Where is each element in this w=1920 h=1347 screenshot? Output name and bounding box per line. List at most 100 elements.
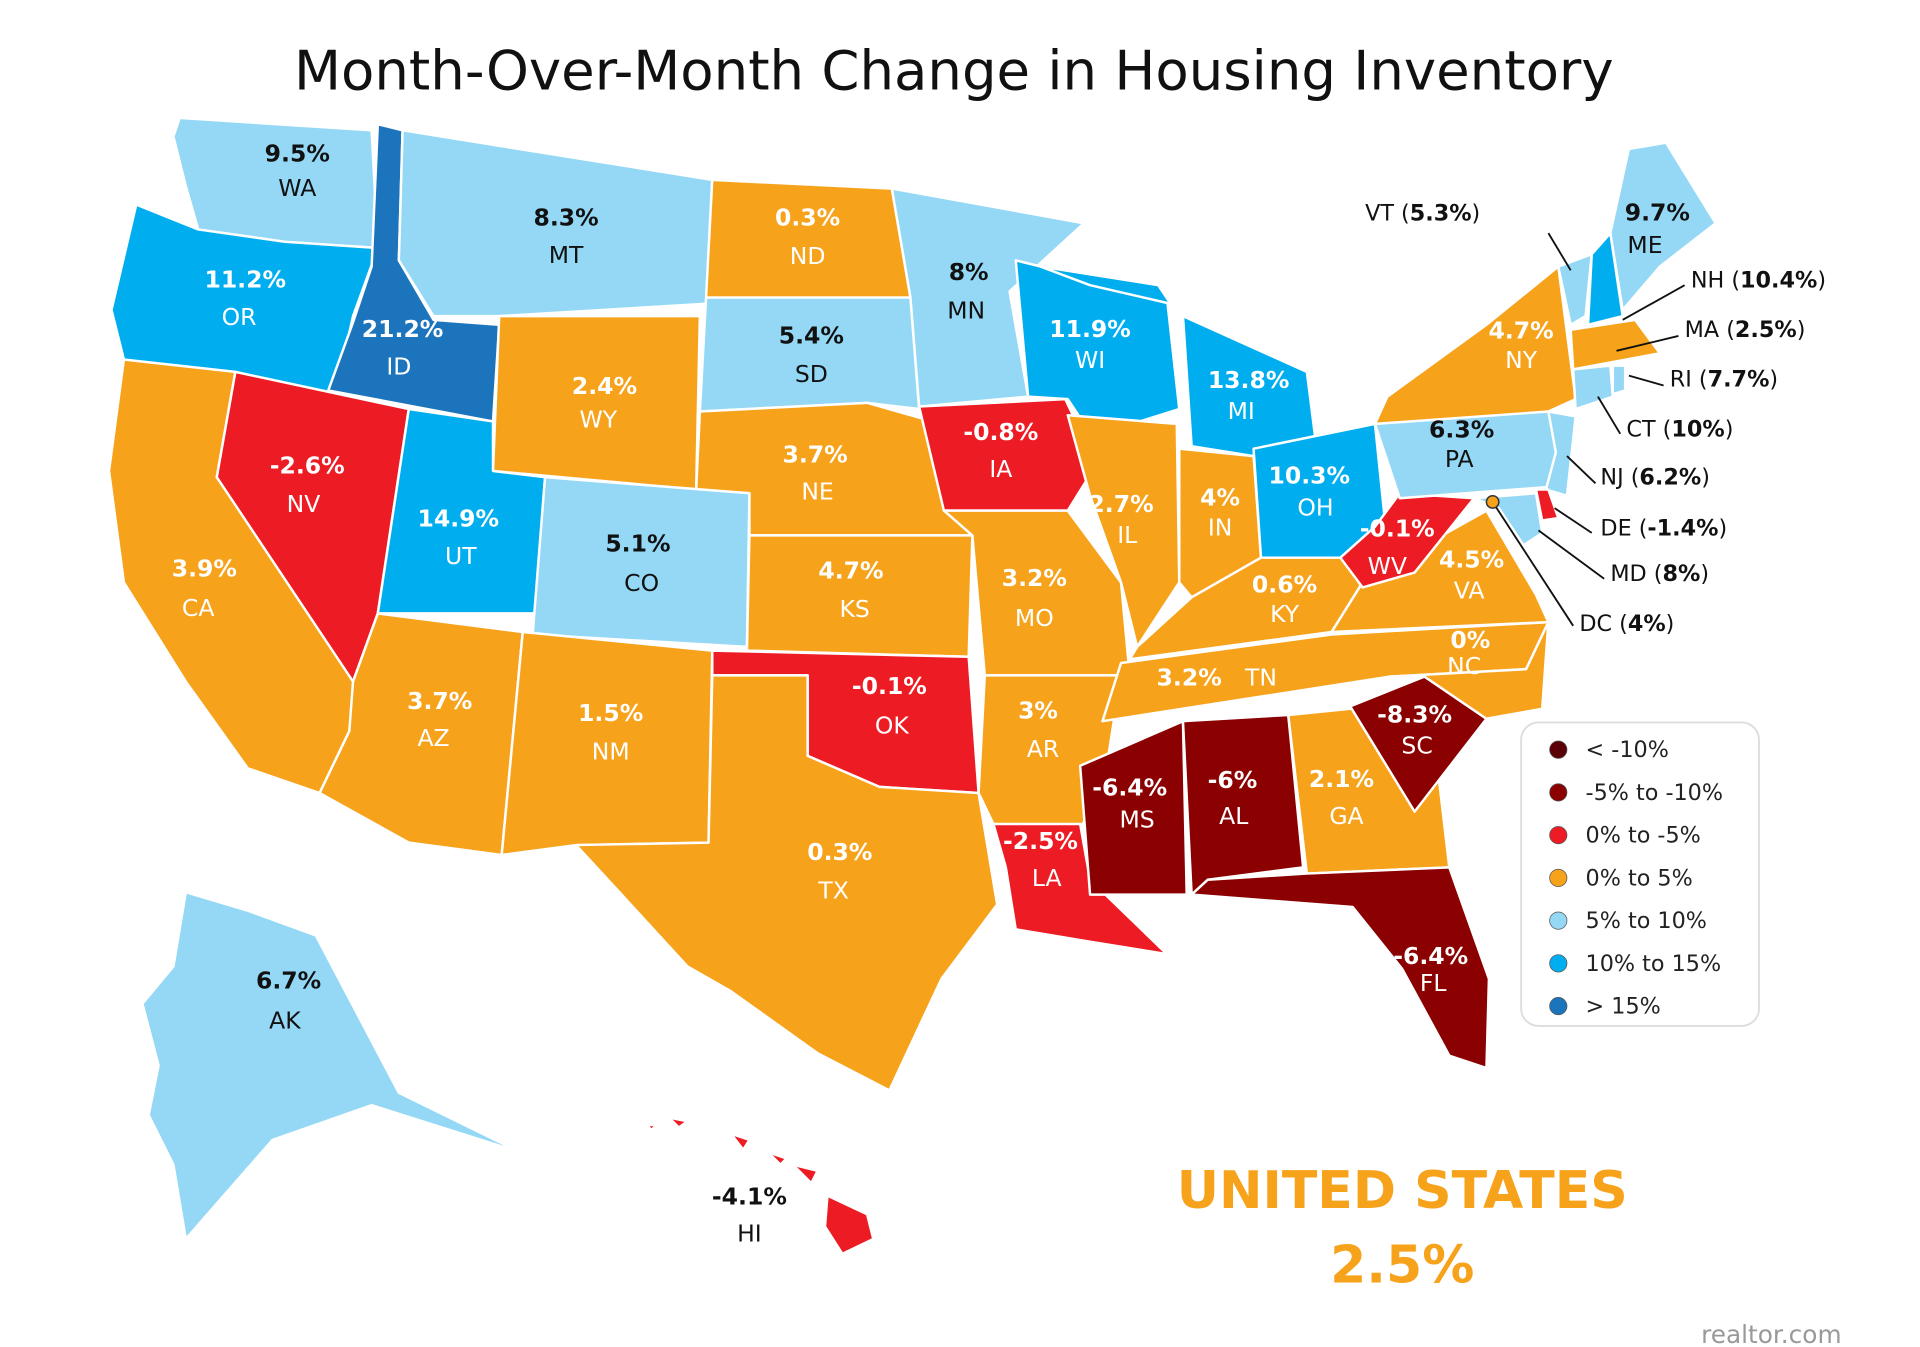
callout-line	[1491, 501, 1574, 627]
state-value: 1.5%	[578, 699, 643, 727]
state-shape[interactable]	[667, 1116, 689, 1129]
state-nd[interactable]	[704, 178, 912, 299]
state-shape[interactable]	[1611, 364, 1627, 396]
state-shape[interactable]	[1534, 488, 1560, 522]
states-layer	[107, 116, 1717, 1256]
state-abbr: PA	[1445, 445, 1474, 473]
state-nc[interactable]	[1388, 620, 1550, 720]
state-shape[interactable]	[172, 116, 380, 250]
state-wy[interactable]	[491, 314, 702, 491]
state-fl[interactable]	[1190, 866, 1491, 1070]
state-shape[interactable]	[645, 1123, 658, 1132]
state-ia[interactable]	[917, 397, 1098, 512]
state-value: 11.9%	[1049, 315, 1131, 343]
state-sd[interactable]	[698, 296, 921, 413]
state-abbr: WI	[1075, 346, 1105, 374]
state-shape[interactable]	[791, 1163, 819, 1185]
state-abbr: RI (	[1670, 367, 1708, 393]
callout-line	[1597, 396, 1622, 435]
callout-label: NH (10.4%)	[1691, 268, 1826, 294]
state-shape[interactable]	[574, 674, 999, 1092]
state-shape[interactable]	[531, 475, 751, 649]
state-shape[interactable]	[110, 203, 380, 401]
state-value: 4%	[1628, 611, 1666, 637]
state-de[interactable]	[1534, 488, 1560, 522]
state-hi[interactable]	[645, 1116, 875, 1256]
state-abbr: MI	[1228, 397, 1255, 425]
state-shape[interactable]	[491, 314, 702, 491]
state-value: 3.9%	[172, 554, 237, 582]
state-value: 9.5%	[265, 139, 330, 167]
state-shape[interactable]	[1557, 252, 1593, 327]
state-value: 13.8%	[1208, 366, 1290, 394]
legend-swatch	[1549, 783, 1568, 802]
state-nh[interactable]	[1586, 231, 1624, 327]
state-shape[interactable]	[1586, 231, 1624, 327]
state-co[interactable]	[531, 475, 751, 649]
state-shape[interactable]	[1569, 318, 1662, 371]
state-tx[interactable]	[574, 674, 999, 1092]
state-abbr: NE	[801, 477, 833, 505]
state-shape[interactable]	[917, 397, 1098, 512]
state-value: 5.4%	[779, 321, 844, 349]
state-abbr: NV	[287, 490, 321, 518]
callout-label: VT (5.3%)	[1365, 201, 1480, 227]
state-value: -0.1%	[852, 672, 927, 700]
state-value: -6.4%	[1393, 942, 1468, 970]
state-value: -2.6%	[270, 451, 345, 479]
state-abbr: MN	[947, 297, 985, 325]
dc-marker	[1485, 495, 1500, 509]
state-shape[interactable]	[823, 1194, 875, 1256]
legend-swatch	[1549, 826, 1568, 845]
state-value: -8.3%	[1377, 700, 1452, 728]
state-abbr: CO	[624, 569, 659, 597]
state-mi[interactable]	[1039, 265, 1317, 458]
state-la[interactable]	[992, 822, 1169, 956]
state-shape[interactable]	[1190, 866, 1491, 1070]
legend-swatch	[1549, 740, 1568, 759]
state-value: 8.3%	[533, 204, 598, 232]
state-abbr: OH	[1297, 494, 1333, 522]
state-abbr: CA	[182, 594, 215, 622]
state-shape[interactable]	[704, 178, 912, 299]
state-nj[interactable]	[1544, 410, 1577, 497]
state-shape[interactable]	[729, 1132, 751, 1152]
state-value: 0.6%	[1252, 570, 1317, 598]
state-shape[interactable]	[1388, 620, 1550, 720]
state-shape[interactable]	[1078, 719, 1188, 896]
state-ms[interactable]	[1078, 719, 1188, 896]
state-shape[interactable]	[1544, 410, 1577, 497]
state-shape[interactable]	[1039, 265, 1172, 305]
state-shape[interactable]	[992, 822, 1169, 956]
state-abbr: NY	[1505, 346, 1538, 374]
state-ak[interactable]	[141, 890, 522, 1241]
state-vt[interactable]	[1557, 252, 1593, 327]
legend-label: 0% to -5%	[1586, 823, 1701, 849]
paren: )	[1700, 561, 1709, 587]
legend-item: 0% to 5%	[1549, 865, 1693, 891]
state-shape[interactable]	[766, 1151, 788, 1166]
state-abbr: WV	[1368, 552, 1407, 580]
state-shape[interactable]	[1181, 713, 1305, 896]
state-shape[interactable]	[141, 890, 522, 1241]
state-abbr: MD (	[1610, 561, 1662, 587]
state-or[interactable]	[110, 203, 380, 401]
state-shape[interactable]	[1571, 364, 1615, 411]
state-abbr: TX	[817, 876, 848, 904]
state-ct[interactable]	[1571, 364, 1615, 411]
state-al[interactable]	[1181, 713, 1305, 896]
state-labels: 9.5% WA 11.2% OR 21.2% ID 8.3% MT 0.3% ND 5.4% SD 2.…	[172, 139, 1826, 1247]
state-ny[interactable]	[1373, 265, 1577, 426]
state-shape[interactable]	[698, 296, 921, 413]
state-value: -6.4%	[1092, 774, 1167, 802]
callout-line	[1537, 529, 1605, 580]
paren: )	[1701, 465, 1710, 491]
state-wa[interactable]	[172, 116, 380, 250]
paren: )	[1666, 611, 1675, 637]
state-ma[interactable]	[1569, 318, 1662, 371]
state-shape[interactable]	[1373, 265, 1577, 426]
state-ri[interactable]	[1611, 364, 1627, 396]
state-value: 14.9%	[418, 505, 500, 533]
legend-item: 0% to -5%	[1549, 823, 1701, 849]
state-abbr: KY	[1270, 600, 1300, 628]
